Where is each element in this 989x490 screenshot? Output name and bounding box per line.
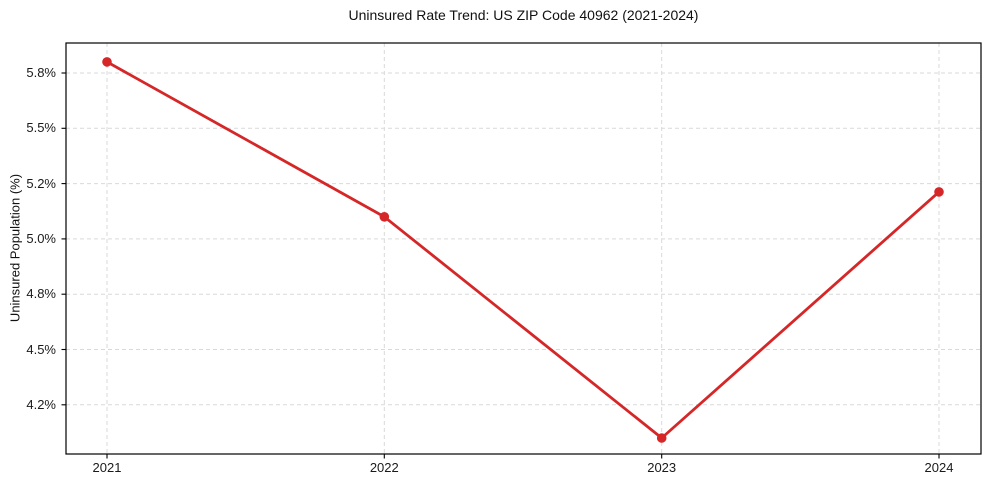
data-point-2024 xyxy=(934,187,944,197)
x-tick-label: 2021 xyxy=(92,460,122,475)
y-tick-label: 5.8% xyxy=(26,65,56,80)
y-tick-label: 4.2% xyxy=(26,396,56,412)
x-tick-label: 2022 xyxy=(369,460,399,475)
chart-title: Uninsured Rate Trend: US ZIP Code 40962 … xyxy=(348,7,699,23)
data-point-2022 xyxy=(379,212,390,222)
y-tick-label: 5.2% xyxy=(26,175,56,191)
y-tick-label: 5.5% xyxy=(26,120,56,136)
data-point-2023 xyxy=(656,433,667,443)
plot-frame xyxy=(65,42,982,455)
y-tick-label: 4.5% xyxy=(26,341,56,357)
x-tick-label: 2024 xyxy=(924,460,954,475)
y-tick-label: 4.8% xyxy=(26,286,56,302)
y-tick-label: 5.0% xyxy=(26,230,56,246)
data-point-2021 xyxy=(102,57,112,67)
gridlines xyxy=(66,43,981,454)
axis-ticks xyxy=(61,72,940,459)
x-tick-label: 2023 xyxy=(647,460,677,475)
trend-line xyxy=(105,60,941,440)
